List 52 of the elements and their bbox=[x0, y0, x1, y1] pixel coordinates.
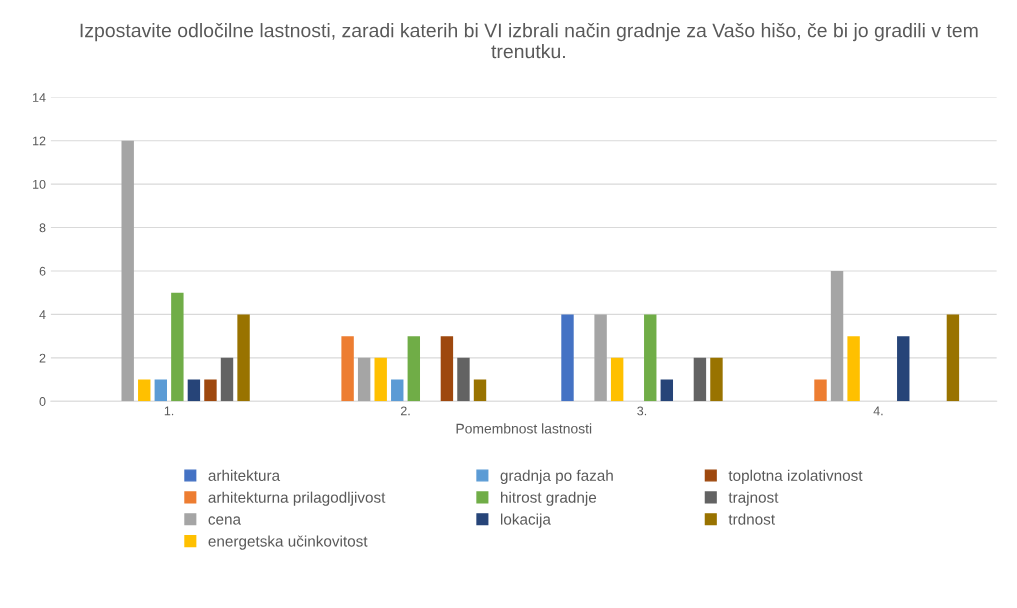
chart-title: Izpostavite odločilne lastnosti, zaradi katerih bi VI izbrali način gradnje za Vašo hišo, če bi jo gradili v tem trenutku. bbox=[80, 22, 978, 59]
bar bbox=[610, 357, 624, 402]
x-tick-label: 2. bbox=[400, 406, 410, 416]
x-tick-label: 4. bbox=[873, 406, 883, 416]
legend-label: cena bbox=[208, 516, 242, 525]
y-tick-label: 8 bbox=[39, 223, 46, 233]
bar bbox=[457, 357, 470, 402]
legend-label: toplotna izolativnost bbox=[728, 469, 863, 484]
x-tick-label: 1. bbox=[164, 406, 174, 416]
legend-label: arhitektura bbox=[208, 469, 281, 481]
legend-label: trdnost bbox=[728, 513, 775, 525]
y-tick-label: 0 bbox=[39, 397, 46, 406]
bar bbox=[473, 379, 487, 402]
bar bbox=[237, 314, 250, 402]
bar bbox=[897, 336, 910, 402]
bar bbox=[374, 357, 387, 402]
bar bbox=[660, 379, 674, 402]
bar bbox=[847, 336, 860, 402]
y-tick-label: 6 bbox=[39, 266, 46, 276]
bar bbox=[407, 336, 421, 402]
bar bbox=[138, 379, 151, 402]
bar bbox=[187, 379, 201, 402]
x-tick-label: 3. bbox=[637, 406, 647, 416]
legend-label: lokacija bbox=[500, 513, 551, 528]
y-tick-label: 14 bbox=[33, 93, 46, 102]
bar bbox=[561, 314, 574, 402]
legend-label: hitrost gradnje bbox=[501, 491, 597, 506]
legend-label: trajnost bbox=[728, 491, 779, 506]
bar bbox=[121, 140, 134, 402]
x-axis-title: Pomembnost lastnosti bbox=[456, 423, 592, 434]
bar bbox=[204, 379, 217, 402]
bar bbox=[814, 379, 827, 402]
bar bbox=[946, 314, 960, 402]
bar bbox=[710, 357, 723, 402]
legend-label: arhitekturna prilagodljivost bbox=[208, 491, 386, 506]
y-tick-label: 10 bbox=[33, 179, 46, 189]
bar bbox=[220, 357, 234, 402]
bar bbox=[644, 314, 657, 402]
bar bbox=[341, 336, 354, 402]
bar bbox=[693, 357, 707, 402]
bar bbox=[391, 379, 404, 402]
bar bbox=[357, 357, 371, 402]
bar bbox=[171, 292, 184, 402]
legend-label: gradnja po fazah bbox=[500, 469, 613, 484]
y-tick-label: 12 bbox=[33, 136, 46, 146]
bar bbox=[440, 336, 454, 402]
bar bbox=[154, 379, 168, 402]
bar bbox=[830, 270, 844, 402]
y-tick-label: 2 bbox=[39, 353, 46, 363]
bar bbox=[594, 314, 607, 402]
legend-label: energetska učinkovitost bbox=[208, 535, 368, 550]
y-tick-label: 4 bbox=[39, 310, 46, 319]
